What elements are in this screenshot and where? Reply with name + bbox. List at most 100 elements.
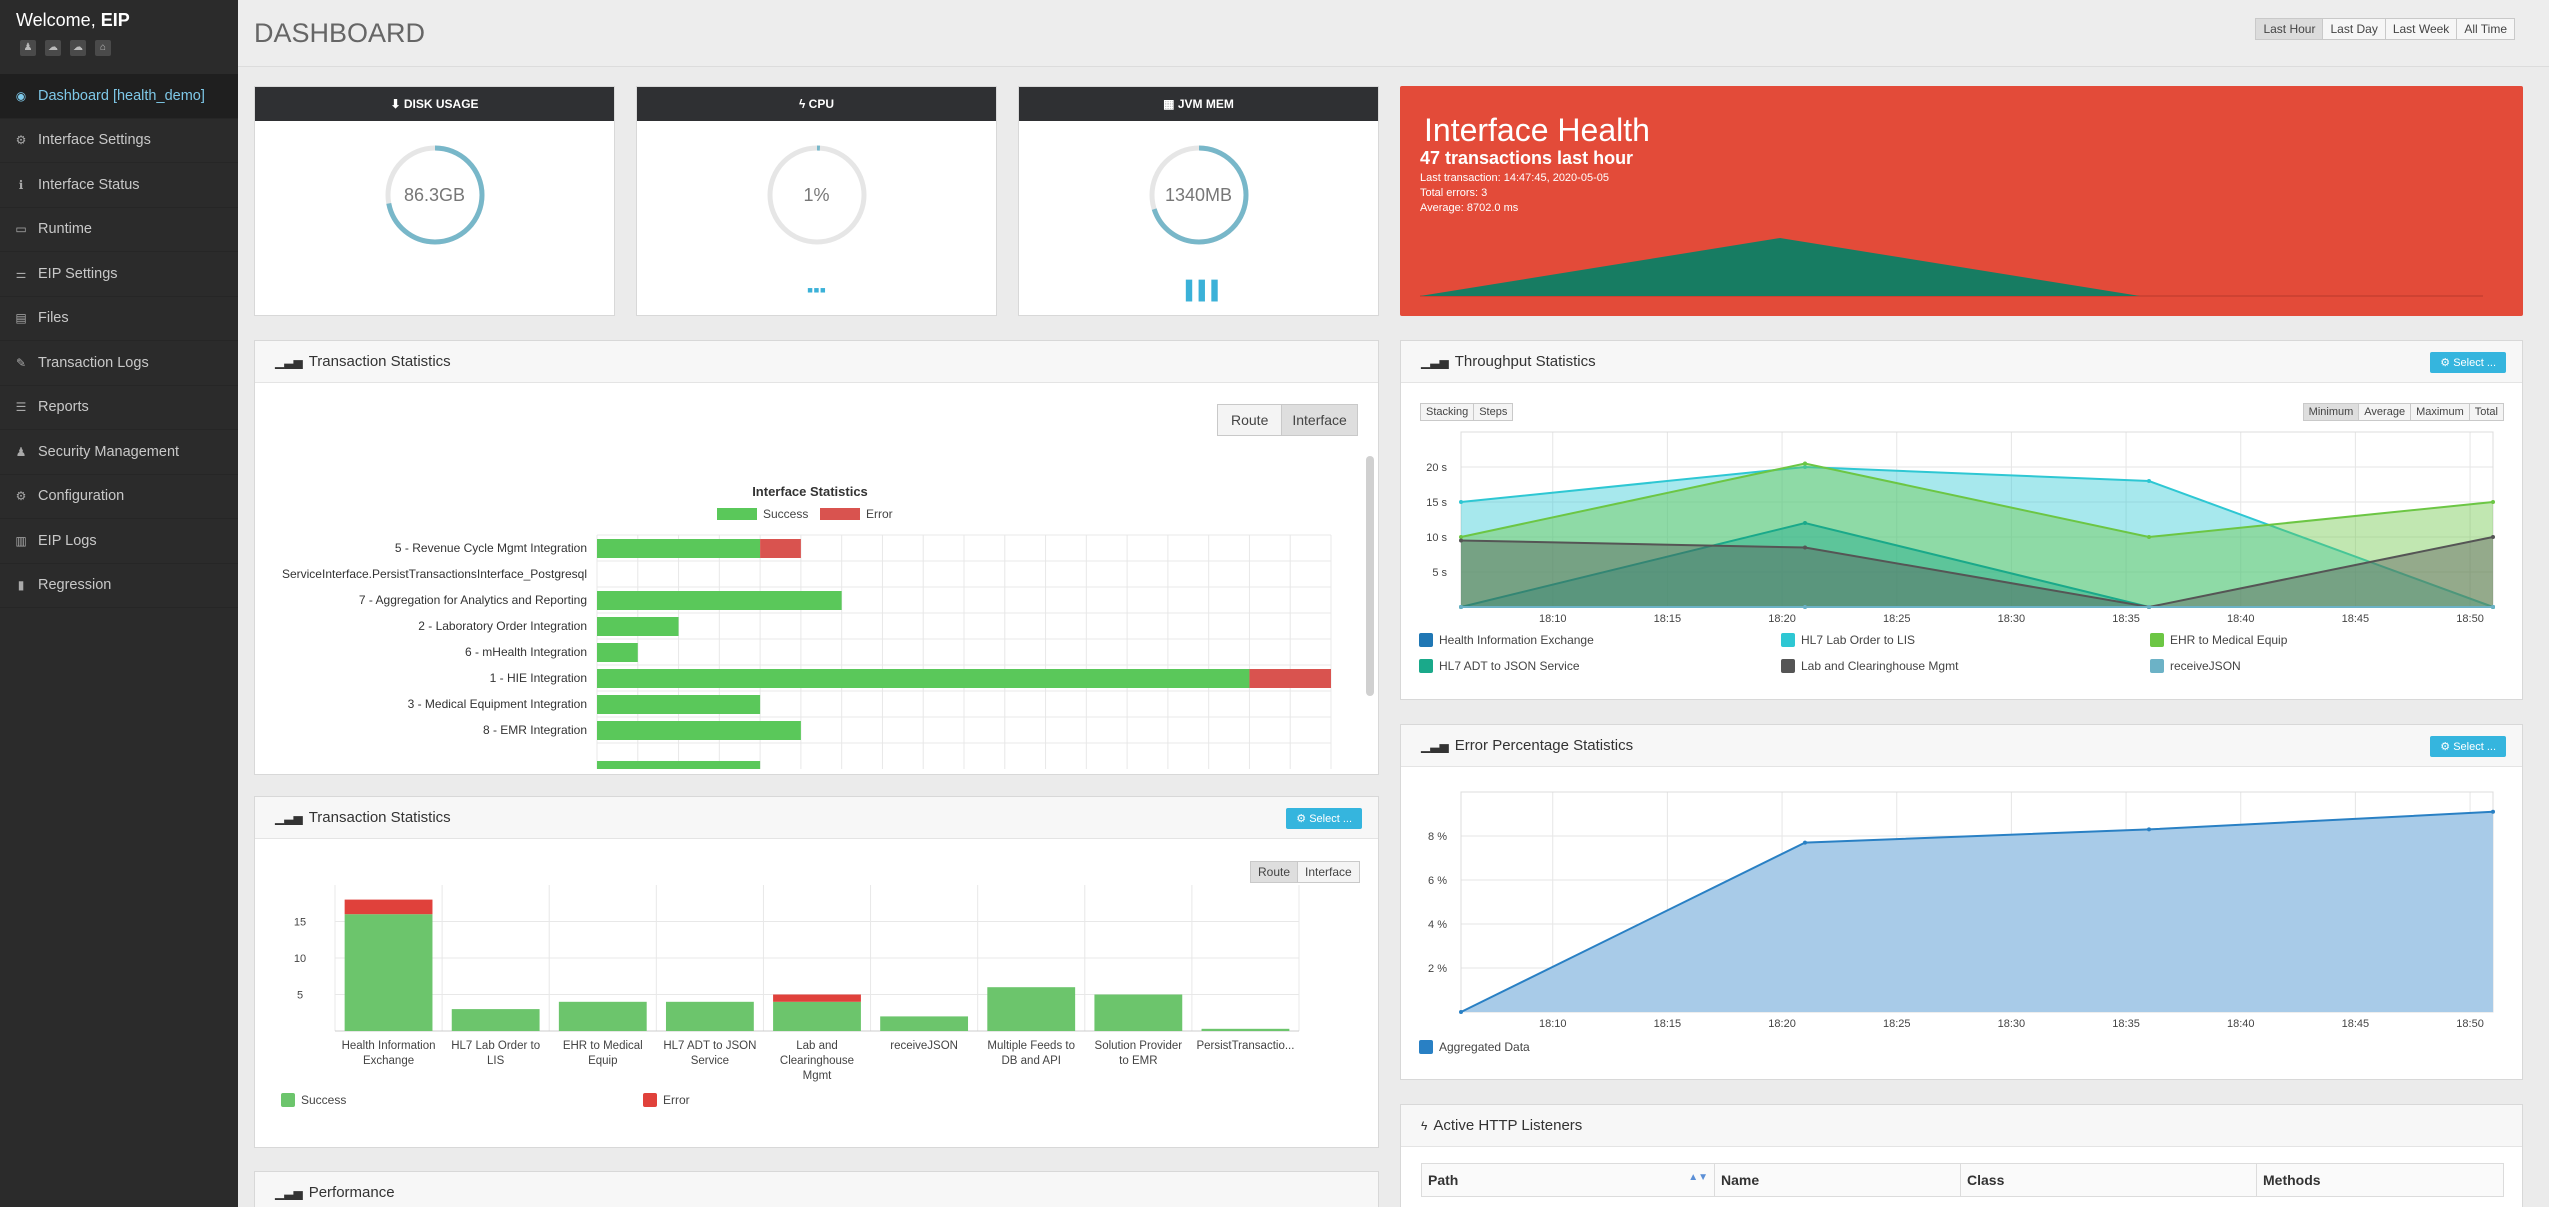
data-point[interactable] — [2147, 605, 2151, 609]
data-point[interactable] — [1459, 535, 1463, 539]
range-last-day-button[interactable]: Last Day — [2322, 18, 2386, 40]
select-button[interactable]: ⚙ Select ... — [1286, 808, 1362, 829]
category-label: 5 - Revenue Cycle Mgmt Integration — [395, 541, 587, 555]
sort-icon[interactable]: ▲▼ — [1688, 1172, 1708, 1183]
legend-item[interactable]: Lab and Clearinghouse Mgmt — [1781, 659, 1958, 673]
route-toggle-button[interactable]: Route — [1250, 861, 1299, 883]
chart-scrollbar[interactable] — [1366, 456, 1374, 696]
bar[interactable] — [1201, 1028, 1290, 1031]
bar[interactable] — [597, 643, 638, 662]
bar[interactable] — [451, 1009, 540, 1031]
column-label: Path — [1428, 1172, 1459, 1188]
select-button[interactable]: ⚙ Select ... — [2430, 352, 2506, 373]
legend-item[interactable]: HL7 Lab Order to LIS — [1781, 633, 1915, 647]
bar[interactable] — [558, 1001, 647, 1031]
bar[interactable] — [344, 899, 433, 915]
interface-toggle-button[interactable]: Interface — [1281, 404, 1358, 436]
column-header-path[interactable]: Path ▲▼ — [1421, 1163, 1715, 1197]
x-tick-label: 18:10 — [1539, 1018, 1567, 1030]
bar[interactable] — [880, 1016, 969, 1031]
series-area[interactable] — [1461, 463, 2493, 608]
sidebar-item-files[interactable]: ▤ Files — [0, 297, 238, 341]
column-header-methods[interactable]: Methods — [2256, 1163, 2504, 1197]
column-header-name[interactable]: Name — [1714, 1163, 1961, 1197]
series-area[interactable] — [1461, 467, 2493, 607]
range-last-week-button[interactable]: Last Week — [2384, 18, 2458, 40]
legend-item[interactable]: Health Information Exchange — [1419, 633, 1594, 647]
data-point[interactable] — [1803, 545, 1807, 550]
bar[interactable] — [597, 617, 679, 636]
data-point[interactable] — [1459, 605, 1463, 609]
bar[interactable] — [1249, 669, 1331, 688]
gauge-footer-icon[interactable]: ▐▐▐ — [1179, 280, 1218, 300]
select-button[interactable]: ⚙ Select ... — [2430, 736, 2506, 757]
series-area[interactable] — [1461, 811, 2493, 1012]
range-last-hour-button[interactable]: Last Hour — [2255, 18, 2324, 40]
user-icon[interactable]: ♟ — [20, 40, 36, 56]
data-point[interactable] — [1803, 605, 1807, 609]
bar[interactable] — [773, 1001, 861, 1031]
sidebar-item-configuration[interactable]: ⚙ Configuration — [0, 475, 238, 519]
bar[interactable] — [597, 695, 761, 714]
data-point[interactable] — [2491, 809, 2495, 814]
sidebar-item-dashboard-health-demo[interactable]: ◉ Dashboard [health_demo] — [0, 74, 238, 119]
interface-toggle-button[interactable]: Interface — [1297, 861, 1360, 883]
bar[interactable] — [760, 539, 801, 558]
list-icon: ☰ — [15, 400, 27, 415]
home-icon[interactable]: ⌂ — [95, 40, 111, 56]
maximum-button[interactable]: Maximum — [2410, 403, 2470, 421]
bar[interactable] — [597, 591, 842, 610]
gauge-footer-icon[interactable]: ▪▪▪ — [806, 280, 827, 300]
sidebar-item-interface-settings[interactable]: ⚙ Interface Settings — [0, 119, 238, 163]
data-point[interactable] — [2491, 605, 2495, 609]
bar[interactable] — [597, 761, 761, 769]
data-point[interactable] — [1459, 500, 1463, 504]
legend-swatch[interactable] — [820, 508, 860, 520]
route-toggle-button[interactable]: Route — [1217, 404, 1283, 436]
sidebar-item-eip-logs[interactable]: ▥ EIP Logs — [0, 519, 238, 564]
data-point[interactable] — [1459, 1010, 1463, 1014]
legend-item[interactable]: receiveJSON — [2150, 659, 2241, 673]
data-point[interactable] — [2491, 500, 2495, 504]
data-point[interactable] — [1803, 521, 1807, 525]
grid-icon: ▦ — [1163, 97, 1175, 111]
stacking-button[interactable]: Stacking — [1420, 403, 1475, 421]
data-point[interactable] — [2491, 535, 2495, 539]
aggregate-toggle: Minimum Average Maximum Total — [2302, 403, 2504, 421]
range-all-time-button[interactable]: All Time — [2456, 18, 2515, 40]
sidebar-item-transaction-logs[interactable]: ✎ Transaction Logs — [0, 341, 238, 386]
bar[interactable] — [344, 914, 433, 1031]
bar[interactable] — [597, 669, 1250, 688]
sidebar-item-security-management[interactable]: ♟ Security Management — [0, 430, 238, 475]
sidebar-item-eip-settings[interactable]: ⚌ EIP Settings — [0, 252, 238, 297]
bar[interactable] — [665, 1001, 754, 1031]
sidebar-item-runtime[interactable]: ▭ Runtime — [0, 208, 238, 252]
bar[interactable] — [773, 994, 861, 1002]
bar[interactable] — [597, 721, 801, 740]
column-header-class[interactable]: Class — [1960, 1163, 2257, 1197]
bar[interactable] — [1094, 994, 1183, 1032]
data-point[interactable] — [1803, 465, 1807, 469]
bar[interactable] — [987, 987, 1076, 1031]
data-point[interactable] — [1459, 538, 1463, 543]
average-button[interactable]: Average — [2358, 403, 2412, 421]
minimum-button[interactable]: Minimum — [2302, 403, 2360, 421]
data-point[interactable] — [2147, 479, 2151, 483]
cloud-upload-icon[interactable]: ☁ — [70, 40, 86, 56]
data-point[interactable] — [1803, 840, 1807, 845]
legend-swatch[interactable] — [717, 508, 757, 520]
sidebar-item-regression[interactable]: ▮ Regression — [0, 564, 238, 608]
data-point[interactable] — [2147, 535, 2151, 539]
bar[interactable] — [597, 539, 761, 558]
sidebar-item-reports[interactable]: ☰ Reports — [0, 386, 238, 430]
total-button[interactable]: Total — [2468, 403, 2504, 421]
welcome-text: Welcome, EIP — [16, 10, 130, 31]
data-point[interactable] — [2147, 827, 2151, 832]
gauge-ring: 86.3GB — [383, 143, 487, 247]
cloud-download-icon[interactable]: ☁ — [45, 40, 61, 56]
legend-item[interactable]: HL7 ADT to JSON Service — [1419, 659, 1580, 673]
steps-button[interactable]: Steps — [1473, 403, 1514, 421]
sidebar-item-interface-status[interactable]: ℹ Interface Status — [0, 163, 238, 208]
data-point[interactable] — [1803, 461, 1807, 466]
legend-item[interactable]: EHR to Medical Equip — [2150, 633, 2287, 647]
